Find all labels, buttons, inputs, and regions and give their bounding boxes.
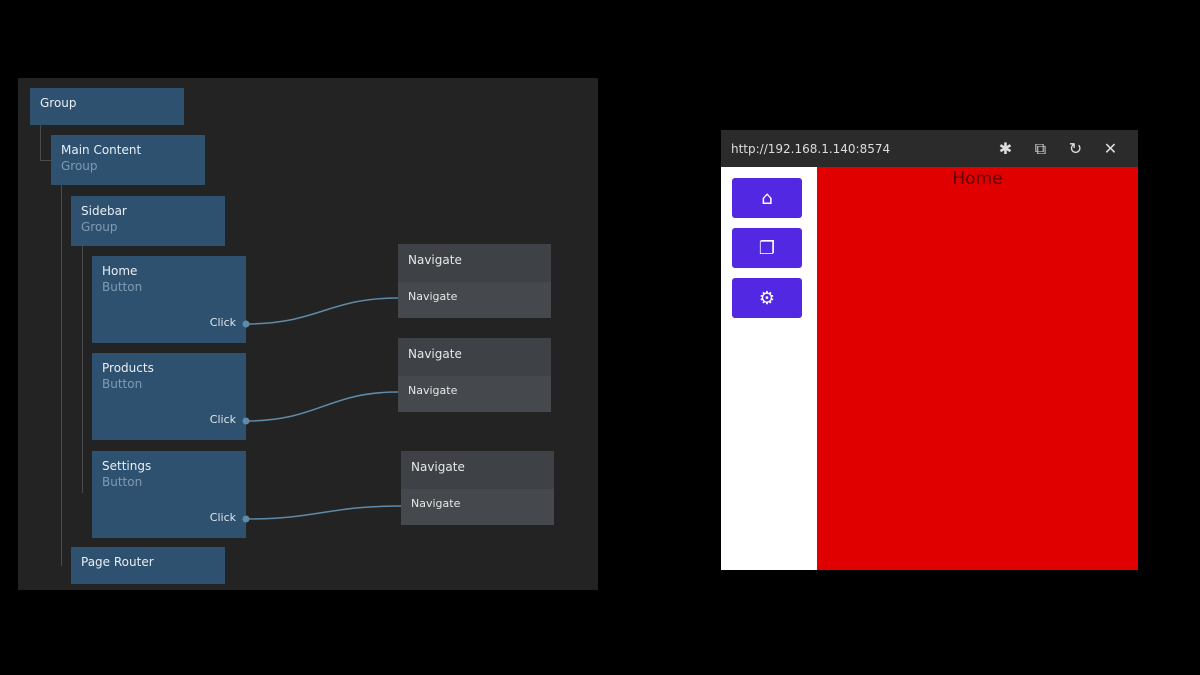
settings-button[interactable]: ⚙ <box>732 278 802 318</box>
tree-line <box>82 246 83 493</box>
wire <box>245 297 399 325</box>
node-subtitle: Group <box>61 159 98 173</box>
node-title: Group <box>40 96 77 110</box>
home-icon: ⌂ <box>761 187 773 209</box>
tree-line <box>40 160 51 161</box>
node-page-router[interactable]: Page Router <box>71 547 225 584</box>
navigate-node[interactable]: Navigate Navigate <box>401 451 554 525</box>
url-text: http://192.168.1.140:8574 <box>731 141 891 156</box>
node-title: Main Content <box>61 143 142 157</box>
node-title: Home <box>102 264 138 278</box>
node-sidebar[interactable]: Sidebar Group <box>71 196 225 246</box>
bug-icon[interactable]: ✱ <box>998 139 1013 158</box>
open-external-icon[interactable]: ⧉ <box>1034 138 1047 158</box>
app-sidebar: ⌂ ❐ ⚙ <box>721 167 817 570</box>
home-button[interactable]: ⌂ <box>732 178 802 218</box>
node-subtitle: Button <box>102 377 143 391</box>
preview-toolbar: http://192.168.1.140:8574 ✱ ⧉ ↻ ✕ <box>721 130 1138 167</box>
node-title: Sidebar <box>81 204 127 218</box>
node-settings-button[interactable]: Settings Button Click <box>92 451 246 538</box>
page-title: Home <box>952 169 1003 189</box>
click-port[interactable]: Click <box>209 316 236 329</box>
node-title: Navigate <box>398 338 551 376</box>
tree-line <box>40 125 41 160</box>
tree-line <box>61 185 62 566</box>
node-subtitle: Group <box>81 220 118 234</box>
navigate-port[interactable]: Navigate <box>411 497 461 510</box>
wire <box>245 505 402 520</box>
gear-icon: ⚙ <box>758 287 776 309</box>
node-title: Settings <box>102 459 152 473</box>
click-port[interactable]: Click <box>209 511 236 524</box>
node-graph-canvas[interactable]: Group Main Content Group Sidebar Group Hom… <box>18 78 598 590</box>
wire <box>245 391 399 422</box>
node-home-button[interactable]: Home Button Click <box>92 256 246 343</box>
node-title: Products <box>102 361 154 375</box>
node-title: Page Router <box>81 555 154 569</box>
refresh-icon[interactable]: ↻ <box>1068 139 1083 158</box>
navigate-port[interactable]: Navigate <box>408 384 458 397</box>
node-main-content[interactable]: Main Content Group <box>51 135 205 185</box>
products-button[interactable]: ❐ <box>732 228 802 268</box>
node-subtitle: Button <box>102 475 143 489</box>
navigate-node[interactable]: Navigate Navigate <box>398 244 551 318</box>
node-title: Navigate <box>401 451 554 489</box>
navigate-port[interactable]: Navigate <box>408 290 458 303</box>
copy-icon: ❐ <box>758 237 776 259</box>
page-content: Home <box>817 167 1138 570</box>
close-icon[interactable]: ✕ <box>1103 139 1118 158</box>
node-group[interactable]: Group <box>30 88 184 125</box>
node-title: Navigate <box>398 244 551 282</box>
node-subtitle: Button <box>102 280 143 294</box>
node-products-button[interactable]: Products Button Click <box>92 353 246 440</box>
navigate-node[interactable]: Navigate Navigate <box>398 338 551 412</box>
preview-window: http://192.168.1.140:8574 ✱ ⧉ ↻ ✕ ⌂ ❐ ⚙ … <box>721 130 1138 570</box>
click-port[interactable]: Click <box>209 413 236 426</box>
